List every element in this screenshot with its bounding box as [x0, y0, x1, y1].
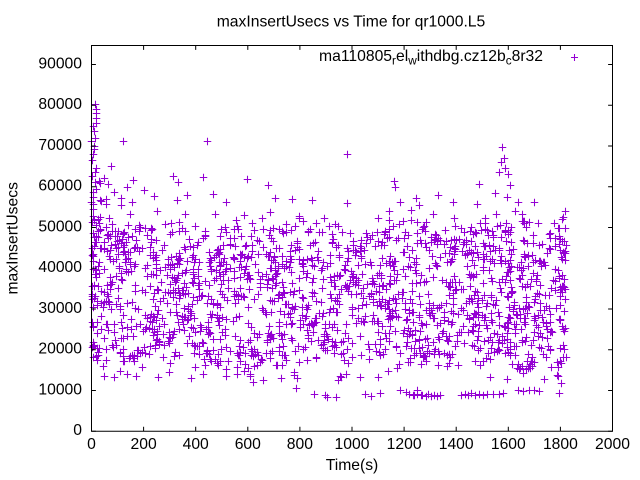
svg-text:200: 200 — [131, 436, 157, 453]
svg-text:60000: 60000 — [38, 178, 82, 195]
svg-text:40000: 40000 — [38, 259, 82, 276]
svg-text:1400: 1400 — [439, 436, 474, 453]
svg-text:1200: 1200 — [387, 436, 422, 453]
svg-text:600: 600 — [235, 436, 261, 453]
svg-text:0: 0 — [87, 436, 96, 453]
svg-text:50000: 50000 — [38, 218, 82, 235]
svg-text:800: 800 — [287, 436, 313, 453]
svg-text:maxInsertUsecs vs Time for qr1: maxInsertUsecs vs Time for qr1000.L5 — [217, 14, 486, 31]
svg-text:0: 0 — [73, 422, 82, 439]
svg-text:10000: 10000 — [38, 381, 82, 398]
svg-text:1600: 1600 — [491, 436, 526, 453]
svg-text:70000: 70000 — [38, 137, 82, 154]
svg-text:30000: 30000 — [38, 300, 82, 317]
svg-text:maxInsertUsecs: maxInsertUsecs — [5, 182, 22, 295]
svg-text:20000: 20000 — [38, 341, 82, 358]
svg-text:1000: 1000 — [335, 436, 370, 453]
svg-text:1800: 1800 — [543, 436, 578, 453]
svg-text:2000: 2000 — [595, 436, 630, 453]
svg-text:Time(s): Time(s) — [326, 457, 379, 474]
svg-text:80000: 80000 — [38, 96, 82, 113]
svg-text:ma110805relwithdbg.cz12bc8r32: ma110805relwithdbg.cz12bc8r32 — [319, 48, 543, 68]
svg-text:400: 400 — [183, 436, 209, 453]
svg-text:90000: 90000 — [38, 55, 82, 72]
